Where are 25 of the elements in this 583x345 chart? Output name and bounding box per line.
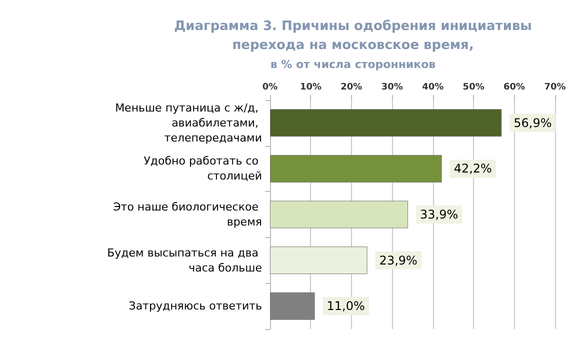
bar — [270, 246, 368, 274]
x-tick-label: 40% — [422, 82, 444, 92]
x-tick-label: 50% — [462, 82, 484, 92]
y-tick-label: Удобно работать со столицей — [144, 154, 262, 183]
x-tick-label: 0% — [262, 82, 278, 92]
x-tick-label: 10% — [300, 82, 322, 92]
x-tick-label: 20% — [340, 82, 362, 92]
bar — [270, 292, 315, 320]
y-tick-label: Будем высыпаться на два часа больше — [107, 246, 262, 274]
data-label: 23,9% — [379, 253, 418, 268]
y-tick-label: Затрудняюсь ответить — [128, 300, 262, 313]
chart-title: Диаграмма 3. Причины одобрения инициативы перехода на московское время, — [174, 19, 532, 53]
chart-subtitle: в % от числа сторонников — [270, 58, 436, 71]
x-tick-label: 70% — [544, 82, 566, 92]
data-label: 11,0% — [326, 299, 365, 314]
y-tick-label: Меньше путаница с ж/д, авиабилетами, телепередачами — [115, 101, 262, 144]
x-tick-label: 60% — [504, 82, 526, 92]
x-tick-label: 30% — [381, 82, 403, 92]
data-label: 56,9% — [514, 116, 552, 130]
data-label: 42,2% — [454, 162, 492, 176]
y-tick-label: Это наше биологическое время — [113, 200, 262, 228]
bar — [270, 200, 408, 228]
data-label: 33,9% — [420, 208, 458, 222]
bar — [270, 109, 502, 137]
bar — [270, 154, 442, 182]
